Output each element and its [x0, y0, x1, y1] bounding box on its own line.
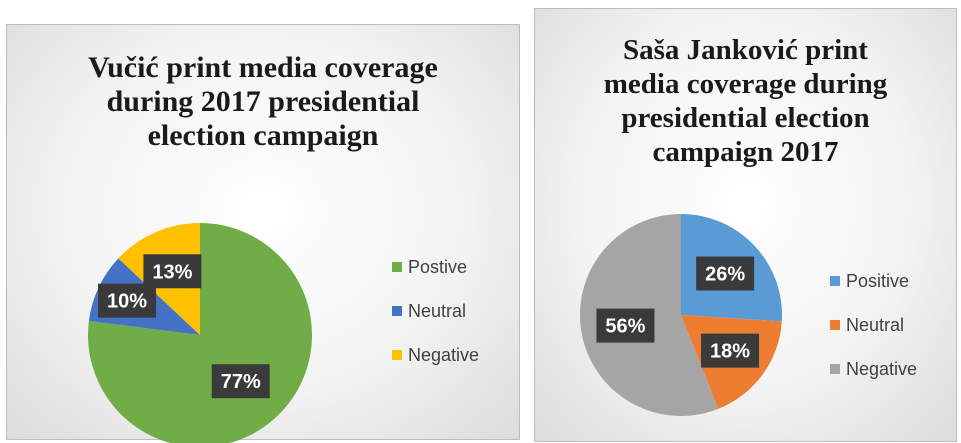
data-label-text: 26%	[705, 264, 745, 286]
data-label-box	[701, 333, 760, 368]
chart-title-line: media coverage during	[603, 68, 888, 100]
legend-swatch	[830, 320, 840, 330]
data-label: 10%	[98, 283, 157, 318]
data-label: 56%	[596, 308, 655, 343]
legend-swatch	[392, 350, 402, 360]
chart-title-line: election campaign	[147, 119, 379, 152]
legend-label: Negative	[408, 344, 480, 365]
chart-panel-vucic: Vučić print media coverage during 2017 p…	[6, 24, 520, 443]
pie-chart-jankovic: 26% 18% 56%	[580, 214, 782, 416]
chart-title-line: campaign 2017	[652, 136, 839, 168]
legend-item-negative: Negative	[830, 347, 917, 391]
legend-item-negative: Negative	[392, 333, 479, 377]
data-label-text: 13%	[152, 261, 192, 283]
legend-swatch	[830, 276, 840, 286]
data-label-box	[596, 308, 655, 343]
data-label: 26%	[696, 256, 755, 291]
legend-swatch	[392, 306, 402, 316]
legend-swatch	[392, 262, 402, 272]
legend-label: Neutral	[846, 314, 905, 335]
legend-swatch	[830, 364, 840, 374]
legend-label: Negative	[846, 358, 918, 379]
data-label-box	[143, 254, 202, 289]
legend-label: Positive	[846, 270, 910, 291]
data-label-text: 18%	[710, 341, 750, 363]
data-label: 18%	[701, 333, 760, 368]
chart-title-line: Vučić print media coverage	[88, 51, 438, 84]
legend-label: Neutral	[408, 300, 467, 321]
chart-title-line: during 2017 presidential	[106, 85, 420, 118]
data-label-text: 56%	[605, 316, 645, 338]
data-label-text: 77%	[221, 371, 261, 393]
legend-item-positive: Postive	[392, 245, 479, 289]
pie-chart-vucic: 77% 10%13%	[88, 223, 312, 443]
legend-item-positive: Positive	[830, 259, 917, 303]
data-label: 13%	[143, 254, 202, 289]
legend-item-neutral: Neutral	[830, 303, 917, 347]
data-label-text: 10%	[107, 291, 147, 313]
data-label-box	[211, 364, 270, 399]
legend-item-neutral: Neutral	[392, 289, 479, 333]
chart-panel-jankovic: Saša Janković print media coverage durin…	[534, 8, 957, 442]
chart-legend: Positive Neutral Negative	[830, 259, 917, 391]
chart-title-line: presidential election	[621, 102, 870, 134]
chart-title: Saša Janković print media coverage durin…	[535, 33, 956, 169]
chart-title: Vučić print media coverage during 2017 p…	[7, 51, 519, 153]
data-label: 77%	[211, 364, 270, 399]
chart-title-line: Saša Janković print	[623, 34, 868, 66]
chart-legend: Postive Neutral Negative	[392, 245, 479, 377]
legend-label: Postive	[408, 256, 468, 277]
data-label-box	[696, 256, 755, 291]
data-label-box	[98, 283, 157, 318]
